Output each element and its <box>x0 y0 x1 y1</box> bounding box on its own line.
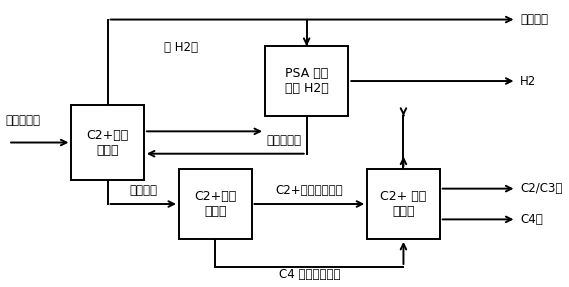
Text: 富 H2。: 富 H2。 <box>164 42 198 55</box>
Bar <box>71 105 144 180</box>
Bar <box>179 169 251 239</box>
Text: C4 萃取剂循环。: C4 萃取剂循环。 <box>279 268 340 281</box>
Text: H2: H2 <box>520 75 537 88</box>
Text: 吸附质。: 吸附质。 <box>129 184 157 197</box>
Text: C2+吸附
浓缩。: C2+吸附 浓缩。 <box>86 129 129 156</box>
Text: C2+ 分离
回收。: C2+ 分离 回收。 <box>380 190 427 218</box>
Text: C2/C3。: C2/C3。 <box>520 182 563 195</box>
Text: C2+萃取
解吸。: C2+萃取 解吸。 <box>194 190 236 218</box>
Text: 不凝气体。: 不凝气体。 <box>266 134 301 147</box>
Bar <box>265 46 348 116</box>
Text: C2+萃取解吸气。: C2+萃取解吸气。 <box>275 184 343 197</box>
Text: C4。: C4。 <box>520 213 543 226</box>
Text: 炼厂干气。: 炼厂干气。 <box>6 114 40 127</box>
Text: 燃料气。: 燃料气。 <box>520 13 548 26</box>
Bar <box>367 169 440 239</box>
Text: PSA 分离
提纯 H2。: PSA 分离 提纯 H2。 <box>284 67 328 95</box>
